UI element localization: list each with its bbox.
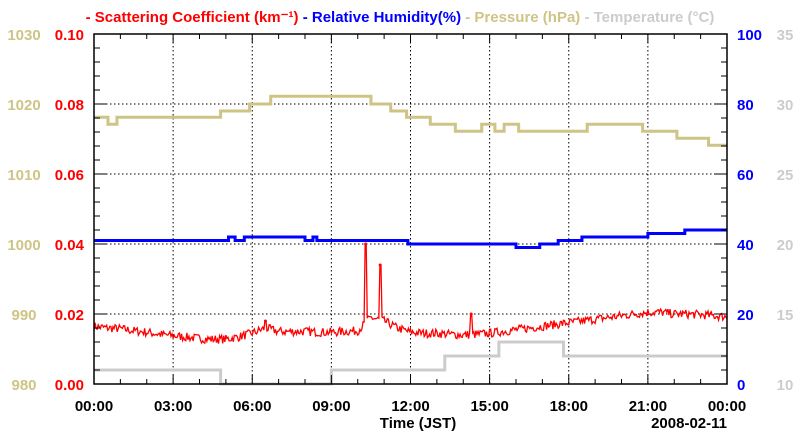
scattering-tick-label: 0.02 [55,307,84,324]
series-relative-humidity [94,228,727,249]
date-label: 2008-02-11 [651,415,727,432]
temperature-tick-label: 10 [777,377,794,394]
scattering-tick-label: 0.10 [55,27,84,44]
x-tick-label: 15:00 [470,398,508,415]
legend-text: - Scattering Coefficient (km⁻¹) - Relati… [86,9,715,26]
series-temperature [94,340,727,386]
scattering-tick-label: 0.06 [55,167,84,184]
scattering-tick-label: 0.00 [55,377,84,394]
scattering-spike-point [378,263,382,267]
temperature-tick-label: 20 [777,237,794,254]
temperature-tick-label: 35 [777,27,794,44]
scattering-spike-point [263,319,267,323]
x-tick-label: 00:00 [75,398,113,415]
humidity-tick-label: 100 [737,27,762,44]
pressure-tick-label: 1020 [7,97,40,114]
scattering-tick-label: 0.08 [55,97,84,114]
series-pressure [94,94,727,147]
x-tick-label: 06:00 [233,398,271,415]
series-layer [93,94,728,386]
series-scattering-coefficient [93,243,728,345]
x-tick-label: 09:00 [312,398,350,415]
legend-entry-3: - Temperature (°C) [580,9,714,26]
scattering-spike-point [364,242,368,246]
x-tick-label: 03:00 [154,398,192,415]
pressure-tick-label: 990 [11,307,36,324]
legend-entry-0: - Scattering Coefficient (km⁻¹) [86,9,299,26]
scattering-tick-label: 0.04 [55,237,85,254]
humidity-tick-label: 40 [737,237,754,254]
x-tick-label: 21:00 [629,398,667,415]
legend-entry-1: - Relative Humidity(%) [299,9,462,26]
temperature-tick-label: 25 [777,167,794,184]
x-tick-label: 00:00 [708,398,746,415]
pressure-tick-label: 1010 [7,167,40,184]
humidity-tick-label: 0 [737,377,745,394]
ticks: 00:00 03:00 06:00 09:00 12:00 15:00 18:00 21:00… [7,27,793,415]
x-tick-label: 18:00 [550,398,588,415]
scattering-spike-point [469,312,473,316]
pressure-tick-label: 1000 [7,237,40,254]
humidity-tick-label: 60 [737,167,754,184]
x-axis-label: Time (JST) [380,415,456,432]
legend: - Scattering Coefficient (km⁻¹) - Relati… [86,9,715,26]
humidity-tick-label: 80 [737,97,754,114]
temperature-tick-label: 30 [777,97,794,114]
pressure-tick-label: 1030 [7,27,40,44]
legend-entry-2: - Pressure (hPa) [461,9,580,26]
humidity-tick-label: 20 [737,307,754,324]
x-tick-label: 12:00 [391,398,429,415]
temperature-tick-label: 15 [777,307,794,324]
pressure-tick-label: 980 [11,377,36,394]
